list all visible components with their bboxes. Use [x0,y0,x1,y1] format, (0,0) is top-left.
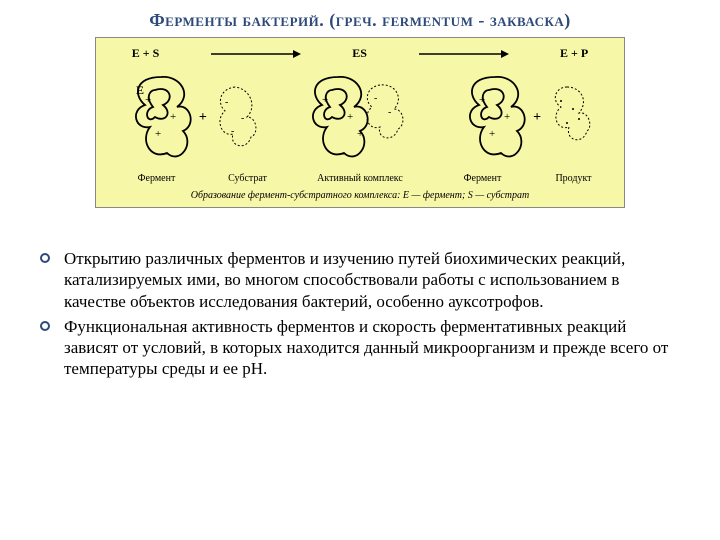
slide-title: Ферменты бактерий. (греч. fermentum - за… [30,10,690,31]
bullet-ring-icon [40,321,50,331]
label-complex: Активный комплекс [303,173,418,184]
reaction-equation: E + S ES E + P [106,46,614,61]
bullet-list: Открытию различных ферментов и изучению … [30,248,690,380]
enzyme-product-group: + + + + [459,65,595,170]
reaction-right: E + P [560,46,588,61]
plus-icon: + [199,110,207,126]
svg-text:+: + [347,111,353,123]
svg-text:-: - [231,126,234,137]
label-product: Продукт [548,173,600,184]
list-item: Функциональная активность ферментов и ск… [40,316,680,380]
svg-text:+: + [170,111,176,123]
reaction-left: E + S [132,46,160,61]
enzyme-diagram: E + S ES E + P E + + + [95,37,625,208]
enzyme-shape-icon: + + + [125,65,197,170]
enzyme-substrate-group: + + + + - - - [125,65,261,170]
svg-text:-: - [225,97,228,108]
list-item: Открытию различных ферментов и изучению … [40,248,680,312]
bullet-ring-icon [40,253,50,263]
reaction-mid: ES [352,46,367,61]
svg-text:+: + [504,111,510,123]
diagram-caption: Образование фермент-субстратного комплек… [106,190,614,201]
substrate-shape-icon: - - - [209,79,261,157]
label-e: E [136,83,144,98]
svg-text:-: - [388,107,391,118]
product-shape-icon [543,79,595,157]
svg-text:+: + [145,94,151,106]
svg-text:-: - [241,113,244,124]
label-enzyme: Фермент [121,173,193,184]
bullet-text: Функциональная активность ферментов и ск… [64,316,680,380]
svg-text:+: + [322,94,328,106]
enzyme-shapes-row: + + + + - - - + + + [106,65,614,170]
plus-icon: + [533,110,541,126]
arrow-icon [211,49,301,59]
enzyme-shape-icon: + + + [459,65,531,170]
label-substrate: Субстрат [222,173,274,184]
bullet-text: Открытию различных ферментов и изучению … [64,248,680,312]
svg-text:+: + [489,128,495,140]
svg-text:+: + [357,128,363,140]
svg-text:-: - [374,93,377,104]
active-complex-group: + + + - - [302,65,417,170]
arrow-icon [419,49,509,59]
svg-text:+: + [479,94,485,106]
label-enzyme2: Фермент [447,173,519,184]
svg-text:+: + [155,128,161,140]
complex-shape-icon: + + + - - [302,65,417,170]
shape-labels-row: Фермент Субстрат Активный комплекс Ферме… [106,173,614,184]
